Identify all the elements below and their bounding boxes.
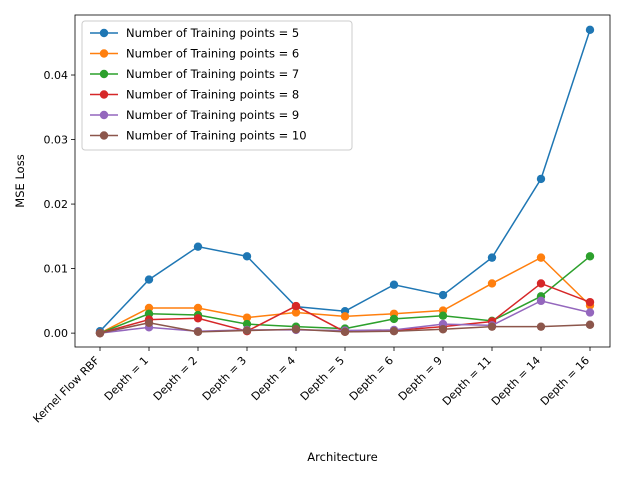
- y-tick-label: 0.02: [44, 198, 69, 211]
- y-tick-label: 0.04: [44, 69, 69, 82]
- legend-label: Number of Training points = 8: [126, 88, 299, 102]
- legend-item: Number of Training points = 10: [90, 129, 307, 143]
- x-tick-label: Depth = 9: [396, 354, 445, 403]
- data-point: [291, 308, 301, 317]
- data-point: [585, 252, 595, 261]
- legend-marker: [99, 49, 109, 58]
- data-point: [144, 309, 154, 318]
- series-line: [99, 255, 591, 334]
- x-tick-label: Kernel Flow RBF: [31, 354, 103, 426]
- legend: Number of Training points = 5 Number of T…: [81, 20, 353, 151]
- data-point: [536, 174, 546, 184]
- legend-item: Number of Training points = 9: [90, 108, 299, 122]
- data-point: [536, 253, 546, 262]
- legend-label: Number of Training points = 9: [126, 108, 299, 122]
- x-tick-label: Depth = 14: [489, 354, 543, 408]
- data-point: [585, 320, 595, 329]
- data-point: [291, 325, 301, 334]
- data-point: [438, 325, 448, 334]
- legend-item: Number of Training points = 6: [90, 47, 299, 61]
- legend-box: [81, 20, 353, 151]
- plot-frame: [74, 14, 611, 348]
- data-point: [193, 327, 203, 337]
- y-tick-label: 0.00: [44, 327, 69, 340]
- data-point: [389, 280, 399, 289]
- data-point: [242, 252, 252, 261]
- data-point: [585, 308, 595, 317]
- data-point: [144, 303, 154, 313]
- data-point: [487, 322, 497, 331]
- series-6: [95, 318, 595, 338]
- x-tick-label: Depth = 1: [102, 354, 151, 403]
- legend-label: Number of Training points = 6: [126, 47, 299, 61]
- data-point: [95, 328, 105, 338]
- x-tick-label: Depth = 4: [249, 354, 298, 403]
- legend-label: Number of Training points = 10: [126, 129, 307, 143]
- data-point: [242, 313, 252, 322]
- data-point: [340, 327, 350, 337]
- data-point: [193, 314, 203, 323]
- x-tick-label: Depth = 5: [298, 354, 347, 403]
- legend-item: Number of Training points = 8: [90, 88, 299, 102]
- legend-marker: [99, 110, 109, 120]
- data-point: [242, 326, 252, 335]
- x-tick-label: Depth = 3: [200, 354, 249, 403]
- data-point: [487, 279, 497, 288]
- data-point: [536, 322, 546, 331]
- legend-label: Number of Training points = 5: [126, 26, 299, 40]
- data-point: [438, 290, 448, 300]
- y-tick-label: 0.03: [44, 134, 69, 147]
- data-point: [438, 311, 448, 320]
- legend-marker: [99, 90, 109, 99]
- x-tick-label: Depth = 2: [151, 354, 200, 403]
- data-point: [487, 253, 497, 262]
- y-axis-label: MSE Loss: [13, 154, 27, 207]
- series-line: [99, 256, 591, 334]
- data-point: [536, 296, 546, 306]
- data-point: [585, 25, 595, 35]
- data-point: [291, 301, 301, 311]
- data-point: [144, 275, 154, 284]
- data-point: [536, 279, 546, 288]
- series-lines: [95, 25, 595, 338]
- legend-item: Number of Training points = 7: [90, 67, 299, 81]
- legend-marker: [99, 28, 109, 38]
- x-tick-label: Depth = 6: [347, 354, 396, 403]
- data-point: [585, 297, 595, 307]
- legend-marker: [99, 69, 109, 79]
- x-tick-label: Depth = 16: [538, 354, 592, 408]
- x-tick-label: Depth = 11: [440, 354, 494, 408]
- legend-marker: [99, 131, 109, 140]
- legend-label: Number of Training points = 7: [126, 67, 299, 81]
- data-point: [242, 319, 252, 329]
- data-point: [340, 312, 350, 321]
- data-point: [144, 318, 154, 328]
- data-point: [193, 242, 203, 251]
- data-point: [389, 326, 399, 336]
- x-axis-label: Architecture: [307, 450, 377, 464]
- data-point: [193, 303, 203, 313]
- y-tick-label: 0.01: [44, 263, 69, 276]
- legend-item: Number of Training points = 5: [90, 26, 299, 40]
- data-point: [389, 314, 399, 324]
